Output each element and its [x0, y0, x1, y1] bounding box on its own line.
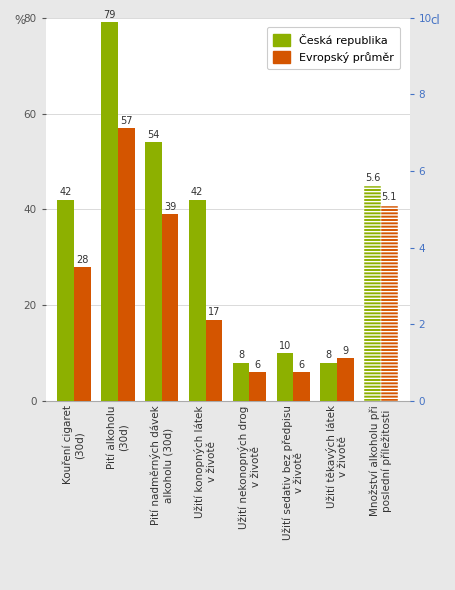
Bar	[101, 22, 118, 401]
Text: 17: 17	[208, 307, 220, 317]
Bar	[337, 358, 354, 401]
Text: 8: 8	[326, 350, 332, 360]
Text: 5.6: 5.6	[365, 173, 380, 183]
Bar	[74, 267, 91, 401]
Y-axis label: %: %	[15, 14, 25, 27]
Bar	[206, 320, 222, 401]
Bar	[364, 186, 381, 401]
Text: 79: 79	[103, 10, 116, 20]
Bar	[233, 363, 249, 401]
Bar	[249, 372, 266, 401]
Bar	[293, 372, 310, 401]
Text: 8: 8	[238, 350, 244, 360]
Legend: Česká republika, Evropský průměr: Česká republika, Evropský průměr	[267, 27, 400, 70]
Y-axis label: cl: cl	[430, 14, 440, 27]
Bar	[189, 200, 206, 401]
Bar	[277, 353, 293, 401]
Text: 6: 6	[298, 360, 305, 370]
Bar	[145, 142, 162, 401]
Text: 9: 9	[343, 346, 349, 356]
Bar	[381, 206, 398, 401]
Bar	[162, 214, 178, 401]
Bar	[57, 200, 74, 401]
Text: 10: 10	[279, 341, 291, 351]
Bar	[118, 128, 135, 401]
Text: 42: 42	[191, 188, 203, 198]
Text: 54: 54	[147, 130, 160, 140]
Text: 42: 42	[60, 188, 72, 198]
Bar	[320, 363, 337, 401]
Text: 28: 28	[76, 254, 89, 264]
Text: 5.1: 5.1	[382, 192, 397, 202]
Text: 6: 6	[255, 360, 261, 370]
Text: 57: 57	[120, 116, 132, 126]
Text: 39: 39	[164, 202, 176, 212]
